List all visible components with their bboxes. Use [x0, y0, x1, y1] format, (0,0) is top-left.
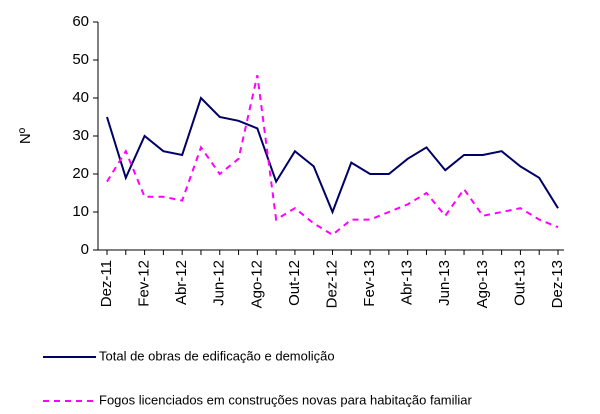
- x-tick-label: Fev-13: [361, 260, 378, 307]
- x-tick-label: Ago-12: [248, 260, 265, 308]
- x-tick-label: Abr-12: [173, 260, 190, 305]
- series-line: [106, 74, 559, 237]
- y-tick-label: 10: [72, 203, 89, 220]
- legend-label: Fogos licenciados em construções novas p…: [99, 392, 473, 407]
- y-tick-label: 40: [72, 89, 89, 106]
- y-tick-label: 60: [72, 13, 89, 30]
- x-tick-label: Ago-13: [474, 260, 491, 308]
- x-tick-label: Dez-12: [323, 260, 340, 308]
- y-axis-label: Nº: [17, 127, 34, 144]
- x-tick-label: Jun-13: [436, 260, 453, 306]
- x-tick-label: Dez-11: [98, 260, 115, 307]
- y-tick-label: 30: [72, 127, 89, 144]
- legend-label: Total de obras de edificação e demolição: [99, 348, 335, 363]
- x-tick-label: Dez-13: [549, 260, 566, 308]
- y-tick-label: 20: [72, 165, 89, 182]
- x-tick-label: Abr-13: [399, 260, 416, 305]
- x-tick-label: Out-13: [511, 260, 528, 306]
- y-tick-label: 0: [81, 241, 89, 258]
- x-tick-label: Fev-12: [136, 260, 153, 307]
- series-line: [106, 96, 559, 215]
- y-tick-label: 50: [72, 51, 89, 68]
- x-tick-label: Out-12: [286, 260, 303, 306]
- x-tick-label: Jun-12: [211, 260, 228, 306]
